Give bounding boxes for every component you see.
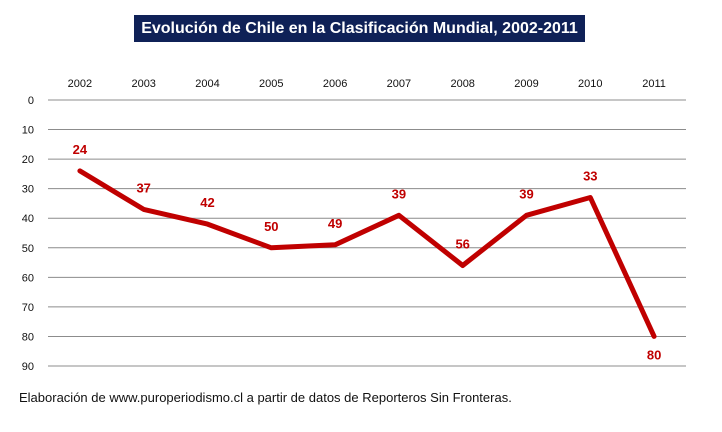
x-tick-label: 2003	[131, 78, 155, 90]
grid-lines	[48, 99, 686, 367]
x-axis-ticks: 2002 2003 2004 2005 2006 2007 2008 2009 2010 2011	[68, 78, 666, 90]
x-tick-label: 2002	[68, 78, 92, 90]
y-tick-label: 0	[28, 95, 34, 107]
x-tick-label: 2010	[578, 78, 602, 90]
x-tick-label: 2006	[323, 78, 347, 90]
data-label: 37	[136, 180, 150, 195]
y-tick-label: 80	[22, 331, 34, 343]
x-tick-label: 2007	[387, 78, 411, 90]
data-label: 49	[328, 216, 342, 231]
y-tick-label: 90	[22, 361, 34, 373]
y-tick-label: 30	[22, 184, 34, 196]
series-layer	[77, 168, 657, 339]
data-label: 39	[519, 186, 533, 201]
x-tick-label: 2009	[514, 78, 538, 90]
data-label: 39	[392, 186, 406, 201]
data-label: 42	[200, 195, 214, 210]
data-label: 24	[73, 142, 88, 157]
y-tick-label: 40	[22, 213, 34, 225]
source-note: Elaboración de www.puroperiodismo.cl a p…	[19, 390, 512, 405]
y-tick-label: 60	[22, 272, 34, 284]
chart-title: Evolución de Chile en la Clasificación M…	[134, 15, 585, 42]
x-tick-label: 2008	[450, 78, 474, 90]
y-axis-ticks: 0 10 20 30 40 50 60 70 80 90	[22, 95, 34, 373]
series-line	[77, 168, 657, 339]
data-label: 80	[647, 347, 661, 362]
data-label: 50	[264, 219, 278, 234]
y-tick-label: 20	[22, 154, 34, 166]
y-tick-label: 50	[22, 243, 34, 255]
y-tick-label: 10	[22, 125, 34, 137]
x-tick-label: 2011	[642, 78, 666, 90]
data-labels: 24 37 42 50 49 39 56 39 33 80	[73, 142, 662, 363]
x-tick-label: 2005	[259, 78, 283, 90]
data-label: 56	[455, 237, 469, 252]
data-label: 33	[583, 169, 597, 184]
x-tick-label: 2004	[195, 78, 219, 90]
y-tick-label: 70	[22, 302, 34, 314]
